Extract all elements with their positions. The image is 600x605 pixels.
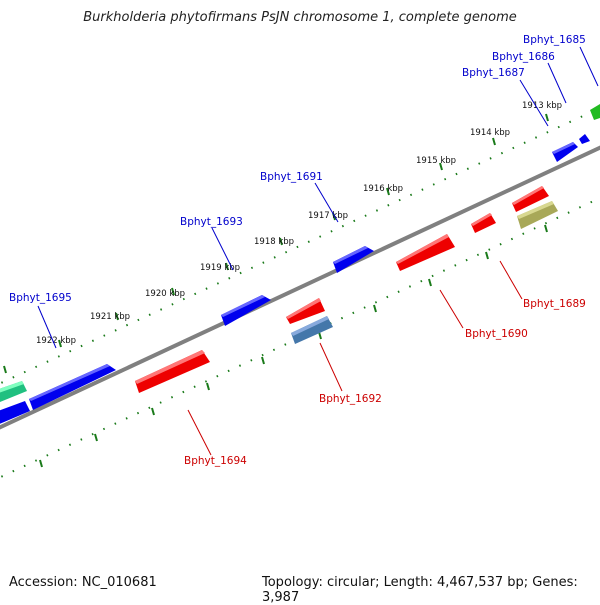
inner-major-ticks — [39, 224, 548, 468]
gene-label-1690[interactable]: Bphyt_1690 — [465, 328, 528, 340]
genome-backbone — [0, 145, 600, 430]
gene-arrow-1689[interactable] — [471, 213, 496, 233]
kbp-label: 1920 kbp — [145, 289, 185, 299]
gene-arrow-left-edge[interactable] — [0, 401, 30, 428]
gene-arrow-1690[interactable] — [396, 234, 455, 271]
gene-arrow-1685[interactable] — [590, 104, 600, 120]
kbp-label: 1922 kbp — [36, 336, 76, 346]
gene-label-1689[interactable]: Bphyt_1689 — [523, 298, 586, 310]
map-title: Burkholderia phytofirmans PsJN chromosom… — [83, 10, 517, 25]
kbp-label: 1913 kbp — [522, 101, 562, 111]
gene-label-1694[interactable]: Bphyt_1694 — [184, 455, 247, 467]
gene-arrow-1692[interactable] — [286, 298, 325, 324]
outer-major-ticks — [3, 113, 549, 374]
gene-arrow-1692b[interactable] — [291, 316, 333, 344]
kbp-label: 1917 kbp — [308, 211, 348, 221]
callout-line-1689 — [499, 260, 523, 300]
kbp-label: 1921 kbp — [90, 312, 130, 322]
gene-arrow-1694[interactable] — [135, 350, 210, 393]
gene-label-1695[interactable]: Bphyt_1695 — [9, 292, 72, 304]
kbp-label: 1914 kbp — [470, 128, 510, 138]
kbp-label: 1919 kbp — [200, 263, 240, 273]
callout-line-1691 — [314, 182, 339, 223]
gene-label-1685[interactable]: Bphyt_1685 — [523, 34, 586, 46]
forward-genes — [0, 104, 600, 428]
kbp-label: 1915 kbp — [416, 156, 456, 166]
gene-label-1693[interactable]: Bphyt_1693 — [180, 216, 243, 228]
callout-line-1695 — [37, 305, 57, 349]
accession-text: Accession: NC_010681 — [9, 575, 157, 590]
gene-label-1691[interactable]: Bphyt_1691 — [260, 171, 323, 183]
callout-line-1685 — [579, 46, 599, 87]
outer-tick-ring — [0, 109, 597, 385]
gene-arrow-olive[interactable] — [517, 201, 558, 229]
gene-arrow-1686[interactable] — [579, 134, 590, 144]
gene-arrow-1688[interactable] — [512, 186, 549, 212]
callout-line-1693 — [211, 227, 234, 271]
gene-arrow-1693[interactable] — [221, 295, 271, 326]
gene-arrow-1691[interactable] — [333, 246, 374, 273]
topology-text: Topology: circular; Length: 4,467,537 bp… — [262, 575, 578, 605]
gene-label-1687[interactable]: Bphyt_1687 — [462, 67, 525, 79]
callout-line-1687 — [519, 79, 549, 127]
kbp-label: 1916 kbp — [363, 184, 403, 194]
callout-line-1692 — [319, 342, 343, 392]
gene-arrow-1695[interactable] — [29, 364, 116, 410]
callout-line-1690 — [439, 289, 464, 329]
callout-line-1694 — [187, 409, 212, 456]
gene-arrow-teal[interactable] — [0, 381, 27, 406]
kbp-label: 1918 kbp — [254, 237, 294, 247]
gene-label-1686[interactable]: Bphyt_1686 — [492, 51, 555, 63]
gene-arrow-1687[interactable] — [552, 142, 578, 162]
reverse-genes — [135, 186, 558, 393]
callout-line-1686 — [547, 62, 567, 104]
gene-label-1692[interactable]: Bphyt_1692 — [319, 393, 382, 405]
